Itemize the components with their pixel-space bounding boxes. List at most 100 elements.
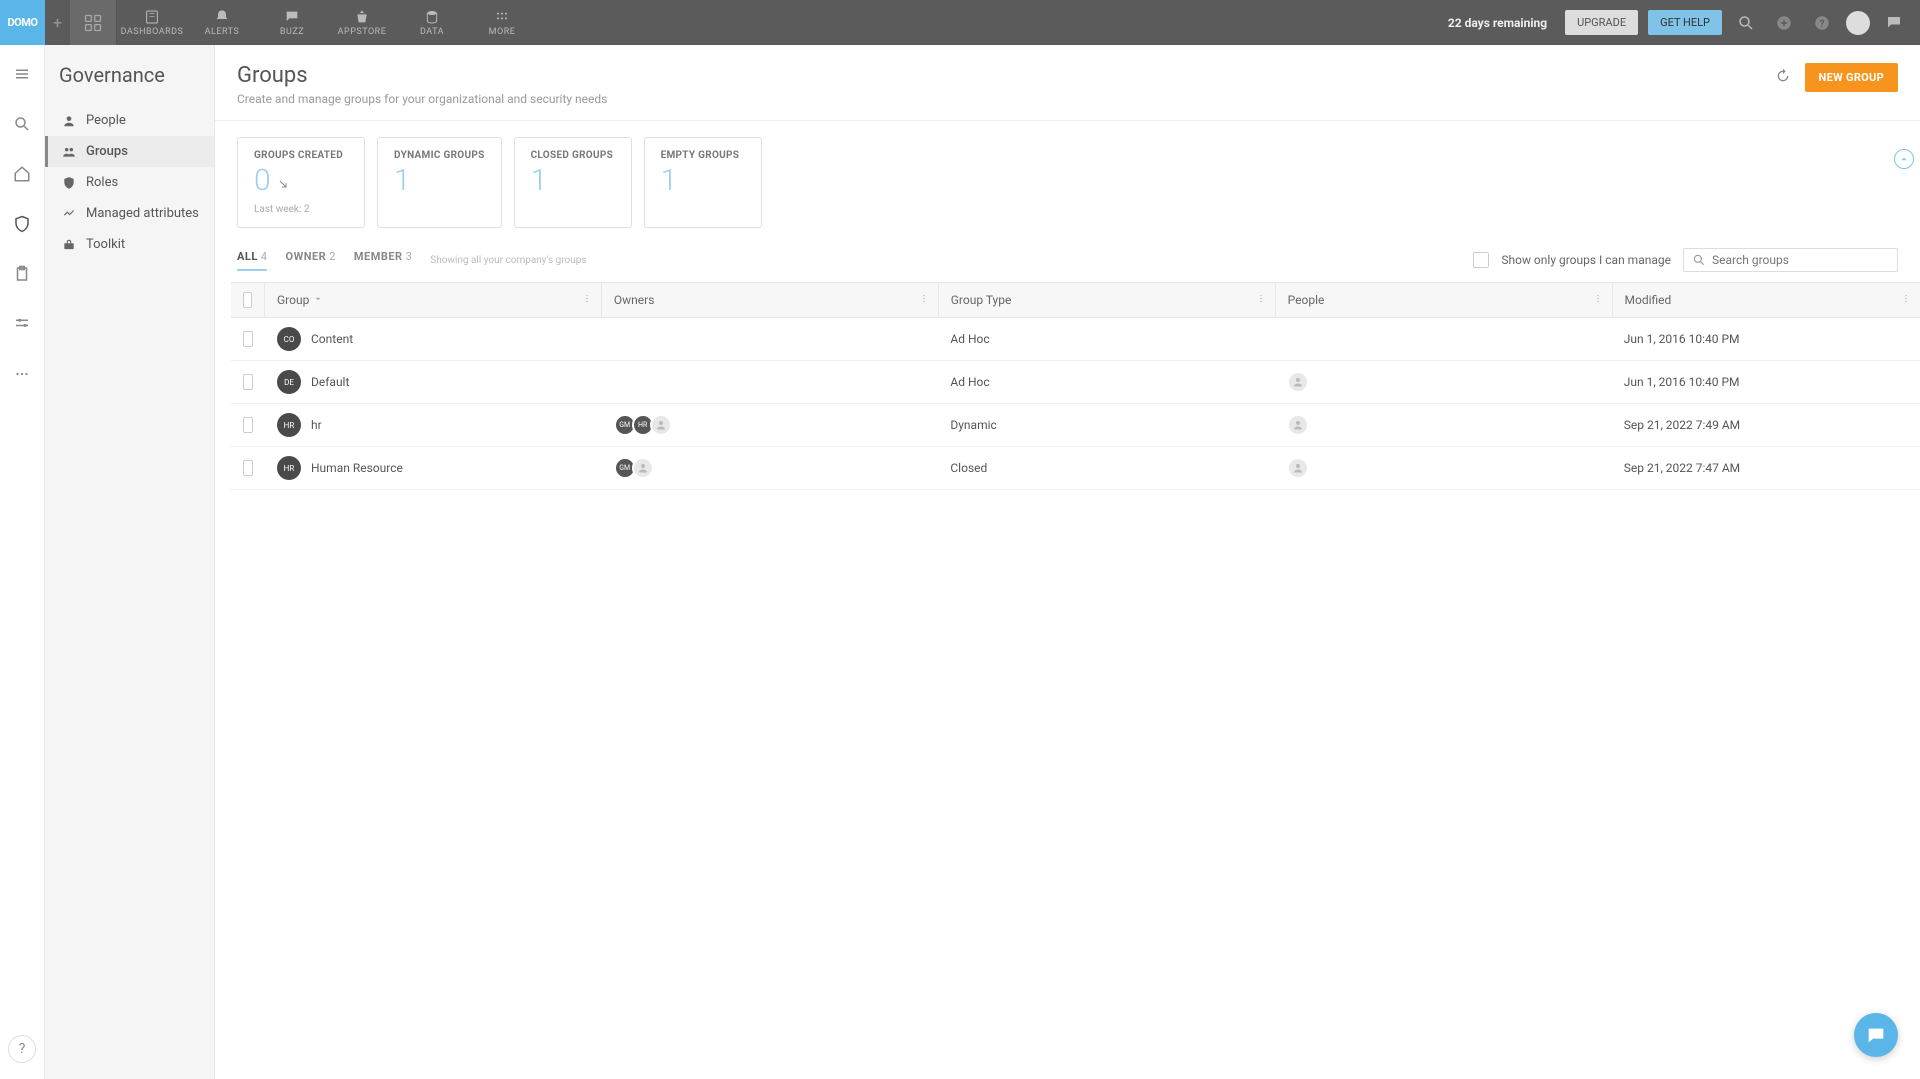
topnav-label: DATA — [420, 27, 444, 37]
group-modified: Sep 21, 2022 7:49 AM — [1612, 404, 1920, 446]
filter-tab-member[interactable]: MEMBER3 — [354, 250, 412, 271]
row-checkbox[interactable] — [243, 374, 253, 390]
topbar-right: 22 days remaining UPGRADE GET HELP ? — [1440, 0, 1920, 45]
owners-stack: GM — [614, 457, 650, 479]
help-circle-icon[interactable]: ? — [1808, 9, 1836, 37]
stat-dynamic-groups[interactable]: DYNAMIC GROUPS 1 — [377, 137, 502, 228]
rail-more-icon[interactable] — [11, 363, 33, 385]
col-people[interactable]: People — [1276, 283, 1613, 317]
add-circle-icon[interactable] — [1770, 9, 1798, 37]
topbar: DOMO + DASHBOARDS ALERTS BUZZ APPSTORE D… — [0, 0, 1920, 45]
refresh-icon[interactable] — [1775, 68, 1791, 88]
sidebar-item-label: People — [86, 113, 126, 128]
groups-table: Group Owners Group Type People Modified … — [231, 282, 1920, 490]
col-menu-icon[interactable] — [1255, 293, 1267, 308]
row-checkbox[interactable] — [243, 417, 253, 433]
stat-label: CLOSED GROUPS — [531, 150, 615, 161]
col-label: People — [1288, 293, 1325, 307]
brand-logo[interactable]: DOMO — [0, 0, 45, 45]
sidebar-item-people[interactable]: People — [45, 105, 214, 136]
stat-label: EMPTY GROUPS — [661, 150, 745, 161]
dashboard-tile-icon[interactable] — [70, 0, 117, 45]
col-modified[interactable]: Modified — [1613, 283, 1920, 317]
topnav-more[interactable]: MORE — [467, 0, 537, 45]
topnav-buzz[interactable]: BUZZ — [257, 0, 327, 45]
topnav-dashboards[interactable]: DASHBOARDS — [117, 0, 187, 45]
table-row[interactable]: HRHuman ResourceGMClosedSep 21, 2022 7:4… — [231, 447, 1920, 490]
owner-avatar[interactable] — [632, 457, 654, 479]
sidebar-item-label: Managed attributes — [86, 206, 199, 221]
col-owners[interactable]: Owners — [602, 283, 939, 317]
person-avatar[interactable] — [1287, 457, 1309, 479]
table-row[interactable]: DEDefaultAd HocJun 1, 2016 10:40 PM — [231, 361, 1920, 404]
table-row[interactable]: HRhrGMHRDynamicSep 21, 2022 7:49 AM — [231, 404, 1920, 447]
rail-menu-icon[interactable] — [11, 63, 33, 85]
search-groups-input[interactable] — [1712, 253, 1889, 267]
rail-home-icon[interactable] — [11, 163, 33, 185]
new-group-button[interactable]: NEW GROUP — [1805, 63, 1898, 92]
topnav-data[interactable]: DATA — [397, 0, 467, 45]
manage-only-checkbox[interactable] — [1473, 252, 1489, 268]
person-avatar[interactable] — [1287, 414, 1309, 436]
row-checkbox[interactable] — [243, 460, 253, 476]
person-avatar[interactable] — [1287, 371, 1309, 393]
filter-tab-owner[interactable]: OWNER2 — [285, 250, 335, 271]
chat-fab[interactable] — [1854, 1013, 1898, 1057]
collapse-stats-icon[interactable] — [1894, 149, 1914, 169]
col-menu-icon[interactable] — [581, 293, 593, 308]
group-badge: HR — [277, 456, 301, 480]
col-type[interactable]: Group Type — [939, 283, 1276, 317]
topnav-appstore[interactable]: APPSTORE — [327, 0, 397, 45]
filter-tab-label: MEMBER — [354, 250, 403, 263]
filter-tab-count: 2 — [329, 250, 336, 263]
user-avatar[interactable] — [1846, 11, 1870, 35]
get-help-button[interactable]: GET HELP — [1648, 10, 1722, 35]
stat-label: DYNAMIC GROUPS — [394, 150, 485, 161]
col-menu-icon[interactable] — [918, 293, 930, 308]
sidebar-item-groups[interactable]: Groups — [45, 136, 214, 167]
rail-search-icon[interactable] — [11, 113, 33, 135]
select-all-checkbox[interactable] — [243, 292, 252, 308]
stats-row: GROUPS CREATED 0 Last week: 2 DYNAMIC GR… — [215, 121, 1920, 248]
col-select-all[interactable] — [231, 283, 265, 317]
upgrade-button[interactable]: UPGRADE — [1565, 10, 1638, 35]
stat-label: GROUPS CREATED — [254, 150, 348, 161]
rail-help-button[interactable]: ? — [8, 1035, 36, 1063]
main-content: Groups Create and manage groups for your… — [215, 45, 1920, 1079]
owner-avatar[interactable] — [650, 414, 672, 436]
group-name: Default — [311, 375, 349, 389]
group-type: Dynamic — [938, 404, 1275, 446]
filter-tab-all[interactable]: ALL4 — [237, 250, 267, 271]
rail-sliders-icon[interactable] — [11, 313, 33, 335]
sort-icon — [309, 293, 323, 307]
sidebar-item-attrs[interactable]: Managed attributes — [45, 198, 214, 229]
filter-hint: Showing all your company's groups — [430, 255, 586, 266]
stat-groups-created[interactable]: GROUPS CREATED 0 Last week: 2 — [237, 137, 365, 228]
topnav-label: APPSTORE — [338, 27, 387, 37]
sidebar-item-label: Toolkit — [86, 237, 125, 252]
stat-value: 1 — [394, 163, 485, 198]
sidebar-title: Governance — [45, 63, 214, 105]
group-type: Closed — [938, 447, 1275, 489]
group-modified: Jun 1, 2016 10:40 PM — [1612, 361, 1920, 403]
stat-value: 1 — [531, 163, 615, 198]
col-label: Group Type — [951, 293, 1012, 307]
people-stack — [1287, 457, 1305, 479]
stat-closed-groups[interactable]: CLOSED GROUPS 1 — [514, 137, 632, 228]
topnav-label: ALERTS — [205, 27, 240, 37]
topnav-alerts[interactable]: ALERTS — [187, 0, 257, 45]
stat-empty-groups[interactable]: EMPTY GROUPS 1 — [644, 137, 762, 228]
chat-icon[interactable] — [1880, 9, 1908, 37]
search-groups-box[interactable] — [1683, 248, 1898, 272]
sidebar-item-toolkit[interactable]: Toolkit — [45, 229, 214, 260]
sidebar-item-roles[interactable]: Roles — [45, 167, 214, 198]
row-checkbox[interactable] — [243, 331, 253, 347]
rail-clipboard-icon[interactable] — [11, 263, 33, 285]
add-icon[interactable]: + — [45, 0, 70, 45]
col-menu-icon[interactable] — [1900, 293, 1912, 308]
col-menu-icon[interactable] — [1592, 293, 1604, 308]
search-icon[interactable] — [1732, 9, 1760, 37]
col-group[interactable]: Group — [265, 283, 602, 317]
rail-shield-icon[interactable] — [11, 213, 33, 235]
table-row[interactable]: COContentAd HocJun 1, 2016 10:40 PM — [231, 318, 1920, 361]
